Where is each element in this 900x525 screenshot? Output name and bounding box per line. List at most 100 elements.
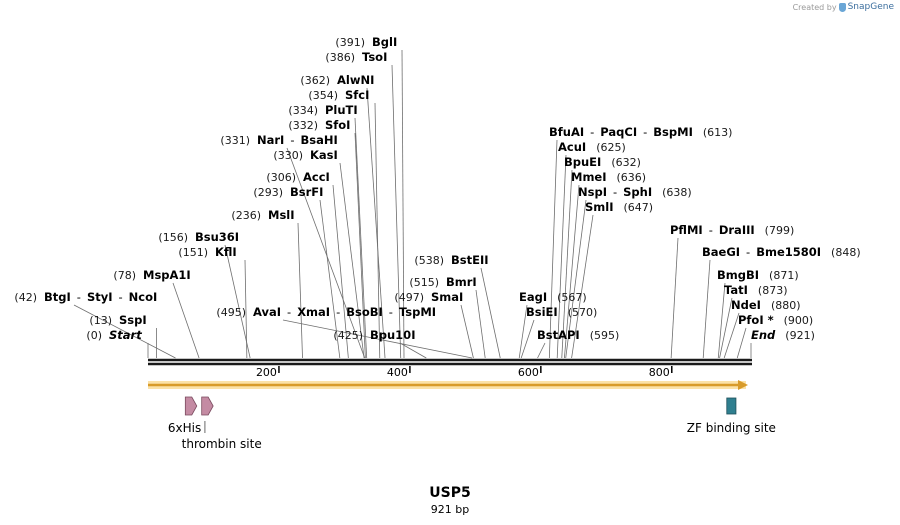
site-label-eagi[interactable]: (567) EagI (519, 290, 587, 304)
site-name: NcoI (129, 290, 158, 304)
site-label-kfli[interactable]: (151) KflI (178, 245, 236, 259)
site-name: PfoI * (738, 313, 774, 327)
site-label-msli[interactable]: (236) MslI (231, 208, 294, 222)
site-label-bsrfi[interactable]: (293) BsrFI (253, 185, 323, 199)
site-label-smli[interactable]: (647) SmlI (585, 200, 653, 214)
site-leader-tati (719, 297, 733, 359)
site-position: (495) (216, 306, 246, 319)
site-label-nari[interactable]: (331) NarI - BsaHI (220, 133, 337, 147)
site-position: (848) (831, 246, 861, 259)
site-leader-bmri (475, 289, 486, 359)
site-position: (13) (89, 314, 112, 327)
site-position: (638) (662, 186, 692, 199)
feature-6xhis[interactable]: 6xHis (168, 396, 201, 435)
site-label-btgi[interactable]: (42) BtgI - StyI - NcoI (14, 290, 157, 304)
site-label-bpu10i[interactable]: (425) Bpu10I (333, 328, 415, 342)
site-label-kasi[interactable]: (330) KasI (273, 148, 337, 162)
site-leader-bmgbi (717, 282, 726, 359)
site-leader-baegi (702, 259, 711, 359)
site-label-ndei[interactable]: (880) NdeI (731, 298, 801, 312)
site-label-end[interactable]: (921) End (751, 328, 815, 342)
feature-label: ZF binding site (687, 421, 776, 435)
site-name-separator: - (287, 305, 291, 319)
site-leader-bsu36i (224, 244, 251, 359)
site-label-bmri[interactable]: (515) BmrI (409, 275, 476, 289)
site-name: TsoI (362, 50, 387, 64)
site-label-mspa1i[interactable]: (78) MspA1I (113, 268, 190, 282)
site-name: AcuI (558, 140, 586, 154)
site-label-sfci[interactable]: (354) SfcI (308, 88, 369, 102)
feature-zf-binding-site[interactable]: ZF binding site (687, 397, 776, 435)
site-label-pflmi[interactable]: (799) PflMI - DraIII (670, 223, 794, 237)
feature-thrombin-site[interactable]: thrombin site (182, 396, 262, 451)
site-label-start[interactable]: (0) Start (86, 328, 142, 342)
site-label-acci[interactable]: (306) AccI (266, 170, 329, 184)
features: 6xHis thrombin site ZF binding site (168, 396, 776, 451)
site-position: (42) (14, 291, 37, 304)
site-position: (625) (596, 141, 626, 154)
site-label-bpuei[interactable]: (632) BpuEI (564, 155, 641, 169)
tick-label-400: 400 (387, 366, 408, 379)
site-label-baegi[interactable]: (848) BaeGI - Bme1580I (702, 245, 861, 259)
site-name: NarI (257, 133, 284, 147)
site-position: (236) (231, 209, 261, 222)
site-name-separator: - (290, 133, 294, 147)
site-label-bmgbi[interactable]: (871) BmgBI (717, 268, 799, 282)
site-label-avai[interactable]: (495) AvaI - XmaI - BsoBI - TspMI (216, 305, 436, 319)
site-labels: (391) BglI(386) TsoI(362) AlwNI(354) SfcI(33… (14, 35, 860, 342)
site-leader-msli (297, 222, 303, 359)
site-name: Bsu36I (195, 230, 239, 244)
site-name: MmeI (571, 170, 607, 184)
site-leaders (73, 49, 752, 359)
site-name-separator: - (389, 305, 393, 319)
site-label-tati[interactable]: (873) TatI (724, 283, 788, 297)
site-name: BsiEI (526, 305, 558, 319)
site-leader-btgi (73, 304, 176, 359)
site-label-acui[interactable]: (625) AcuI (558, 140, 626, 154)
site-name: KflI (215, 245, 237, 259)
site-name: BstEII (451, 253, 489, 267)
site-name-separator: - (746, 245, 750, 259)
credit-brand: SnapGene (847, 2, 894, 12)
site-label-bsiei[interactable]: (570) BsiEI (526, 305, 597, 319)
site-name-separator: - (590, 125, 594, 139)
site-name: BtgI (44, 290, 71, 304)
site-leader-smli (571, 214, 594, 359)
snapgene-credit: Created by SnapGene (793, 2, 894, 12)
site-position: (900) (784, 314, 814, 327)
site-label-alwni[interactable]: (362) AlwNI (300, 73, 374, 87)
site-label-nspi[interactable]: (638) NspI - SphI (578, 185, 692, 199)
site-label-sfoi[interactable]: (332) SfoI (288, 118, 350, 132)
site-position: (156) (158, 231, 188, 244)
site-label-sspi[interactable]: (13) SspI (89, 313, 146, 327)
site-leader-acci (332, 184, 349, 359)
site-leader-nspi (565, 199, 587, 359)
site-label-mmei[interactable]: (636) MmeI (571, 170, 646, 184)
site-label-bsu36i[interactable]: (156) Bsu36I (158, 230, 239, 244)
site-position: (391) (335, 36, 365, 49)
site-name: DraIII (719, 223, 755, 237)
site-name-separator: - (643, 125, 647, 139)
snapgene-logo-icon (838, 2, 846, 12)
site-label-pfoi[interactable]: (900) PfoI * (738, 313, 813, 327)
site-position: (613) (703, 126, 733, 139)
site-label-bgli[interactable]: (391) BglI (335, 35, 397, 49)
site-name: AlwNI (337, 73, 374, 87)
site-name: BsoBI (346, 305, 383, 319)
site-name: Bme1580I (756, 245, 821, 259)
site-leader-bstapi (537, 342, 546, 359)
site-leader-bsrfi (319, 199, 341, 359)
site-label-pluti[interactable]: (334) PluTI (288, 103, 357, 117)
feature-label: thrombin site (182, 437, 262, 451)
site-position: (567) (557, 291, 587, 304)
site-position: (151) (178, 246, 208, 259)
site-label-bsteii[interactable]: (538) BstEII (414, 253, 488, 267)
site-label-tsoi[interactable]: (386) TsoI (325, 50, 387, 64)
site-leader-nari (286, 147, 366, 359)
site-label-smai[interactable]: (497) SmaI (394, 290, 463, 304)
site-label-bfuai[interactable]: (613)BfuAI - PaqCI - BspMI (549, 125, 732, 139)
site-name: SphI (623, 185, 652, 199)
site-leader-avai (282, 319, 473, 359)
site-label-bstapi[interactable]: (595) BstAPI (537, 328, 619, 342)
